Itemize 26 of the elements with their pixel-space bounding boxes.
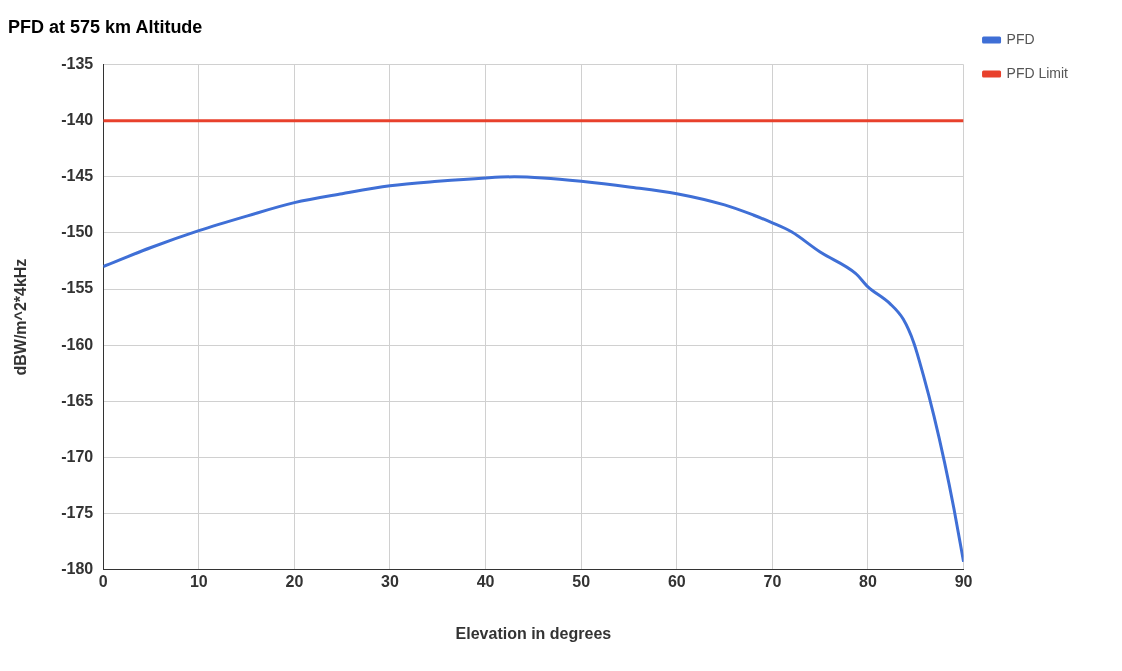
legend-label: PFD — [1006, 30, 1035, 47]
x-tick-label: 20 — [285, 572, 304, 590]
y-tick-label: -175 — [61, 503, 94, 521]
y-tick-label: -150 — [61, 223, 94, 241]
x-tick-label: 0 — [98, 572, 108, 590]
x-tick-label: 80 — [859, 572, 877, 590]
y-tick-label: -165 — [61, 391, 94, 409]
chart-title: PFD at 575 km Altitude — [8, 16, 203, 37]
x-tick-label: 60 — [667, 572, 686, 590]
x-tick-label: 90 — [954, 572, 973, 590]
y-tick-label: -135 — [61, 55, 94, 73]
x-tick-label: 50 — [572, 572, 591, 590]
y-tick-label: -160 — [61, 335, 94, 353]
y-tick-label: -145 — [61, 167, 94, 185]
x-tick-label: 70 — [763, 572, 782, 590]
x-tick-label: 30 — [381, 572, 399, 590]
line-series — [103, 175, 964, 564]
x-tick-label: 40 — [476, 572, 495, 590]
x-axis-title: Elevation in degrees — [455, 624, 612, 642]
y-tick-label: -155 — [61, 279, 94, 297]
y-axis-title: dBW/m^2*4kHz — [12, 258, 30, 376]
y-tick-label: -180 — [61, 560, 94, 578]
y-tick-label: -170 — [61, 447, 94, 465]
y-tick-label: -140 — [61, 111, 94, 129]
legend-label: PFD Limit — [1006, 64, 1069, 81]
x-tick-label: 10 — [189, 572, 208, 590]
